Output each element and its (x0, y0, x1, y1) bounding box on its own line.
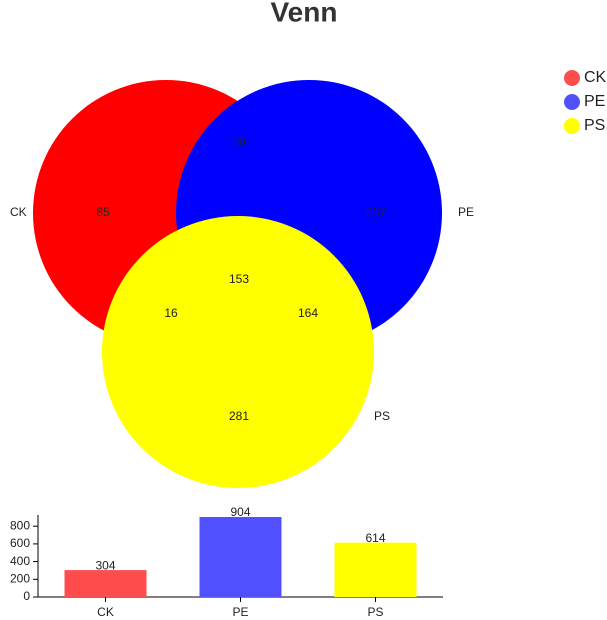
bar (199, 517, 282, 597)
x-tick-label: CK (97, 605, 114, 619)
y-tick-label: 400 (10, 554, 30, 568)
venn-set (102, 216, 374, 488)
x-tick-label: PE (232, 605, 248, 619)
legend-swatch (564, 118, 580, 134)
y-tick-label: 200 (10, 571, 30, 585)
region-label: 164 (298, 306, 318, 320)
bar (64, 570, 147, 597)
legend-swatch (564, 94, 580, 110)
region-label: 153 (229, 272, 249, 286)
set-label: CK (10, 205, 27, 219)
value-label: 304 (95, 558, 115, 572)
legend-label: PS (584, 117, 605, 134)
region-label: 16 (164, 306, 178, 320)
y-tick-label: 0 (23, 589, 30, 603)
legend-label: CK (584, 69, 607, 86)
value-label: 614 (365, 531, 385, 545)
legend-label: PE (584, 93, 605, 110)
x-tick-label: PS (367, 605, 383, 619)
set-label: PE (458, 205, 474, 219)
chart-title: Venn (271, 0, 338, 27)
region-label: 537 (366, 205, 386, 219)
value-label: 904 (230, 505, 250, 519)
bar (334, 542, 417, 597)
y-tick-label: 800 (10, 518, 30, 532)
set-label: PS (374, 409, 390, 423)
region-label: 85 (96, 205, 110, 219)
region-label: 281 (229, 409, 249, 423)
legend-swatch (564, 70, 580, 86)
region-label: 50 (232, 135, 246, 149)
y-tick-label: 600 (10, 536, 30, 550)
